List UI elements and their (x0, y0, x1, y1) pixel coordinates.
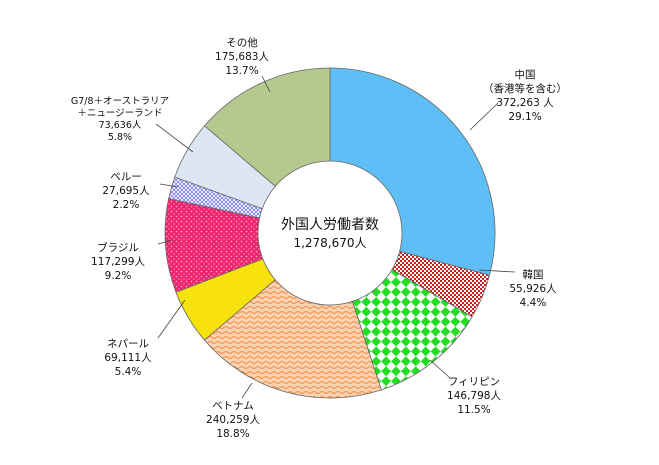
slice-label: G7/8＋オーストラリア＋ニュージーランド 73,636人 5.8% (71, 96, 169, 143)
slice-label: ペルー 27,695人 2.2% (102, 171, 150, 211)
slice-label: その他 175,683人 13.7% (215, 36, 269, 77)
slice-label: ベトナム 240,259人 18.8% (206, 400, 260, 440)
leader-line (261, 75, 271, 93)
leader-lines (155, 75, 516, 399)
leader-line (429, 359, 451, 379)
center-title: 外国人労働者数 (281, 217, 379, 233)
leader-line (478, 269, 516, 273)
slice-label: フィリピン 146,798人 11.5% (447, 376, 501, 416)
leader-line (469, 102, 499, 131)
slice-label: ブラジル 117,299人 9.2% (91, 241, 145, 282)
slice-label: 韓国 55,926人 4.4% (509, 269, 557, 309)
leader-line (157, 299, 186, 339)
leader-line (159, 183, 179, 188)
leader-line (155, 123, 194, 153)
center-total: 1,278,670人 (293, 236, 366, 250)
leader-line (157, 239, 173, 245)
donut-slice (204, 67, 331, 187)
donut-slice (203, 279, 382, 399)
leader-line (241, 382, 253, 399)
donut-slice (329, 67, 496, 276)
slice-label: ネパール 69,111人 5.4% (104, 338, 152, 378)
donut-slices (164, 67, 496, 399)
slice-label: 中国（香港等を含む） 372,263 人 29.1% (483, 68, 567, 123)
slice-labels: 中国（香港等を含む） 372,263 人 29.1% 韓国 55,926人 4.4% フィリ… (71, 36, 567, 440)
